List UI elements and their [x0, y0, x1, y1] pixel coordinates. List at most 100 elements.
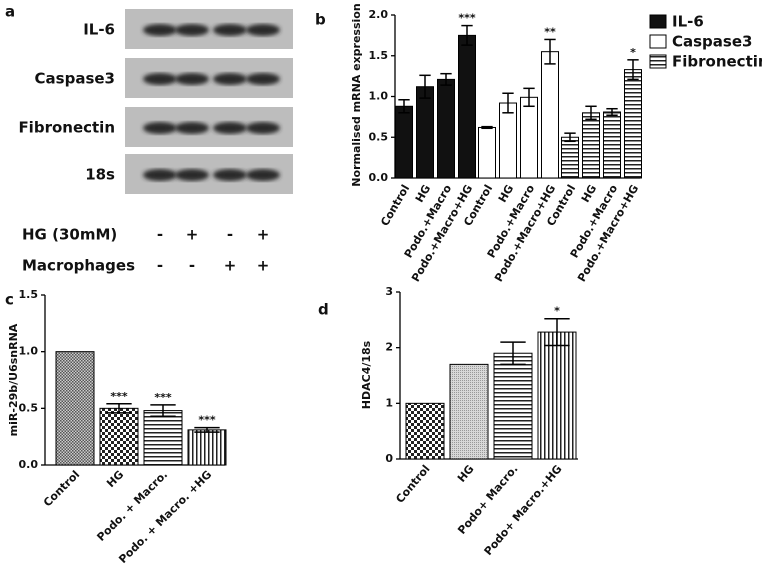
- bar: [395, 105, 413, 179]
- y-tick-label: 1: [385, 396, 393, 409]
- y-axis-label: miR-29b/U6snRNA: [7, 323, 20, 436]
- panel-letter: d: [318, 301, 329, 319]
- blot-band: [175, 73, 209, 85]
- error-bar: [585, 105, 597, 121]
- y-tick-label: 0.5: [19, 401, 39, 414]
- significance: ***: [154, 391, 172, 404]
- condition-sign: -: [157, 226, 163, 244]
- blot-band: [213, 73, 247, 85]
- blot-band: [246, 73, 280, 85]
- y-tick-label: 0: [385, 452, 393, 465]
- blot-band: [246, 24, 280, 36]
- x-tick-label: HG: [104, 468, 126, 490]
- error-bar: [500, 341, 526, 366]
- error-bar: [194, 426, 220, 433]
- error-bar: [564, 132, 576, 143]
- condition-sign: -: [189, 257, 195, 275]
- x-tick-label: Podo. + Macro. +HG: [116, 468, 214, 566]
- error-bar: [150, 404, 176, 418]
- error-bar: [481, 125, 493, 130]
- y-tick-label: 3: [385, 285, 393, 298]
- error-bar: [106, 403, 132, 414]
- y-tick-label: 0.0: [19, 458, 39, 471]
- significance: **: [544, 25, 556, 38]
- bar: [405, 402, 445, 460]
- x-tick-label: Control: [378, 183, 412, 229]
- western-blot: [125, 9, 293, 194]
- condition-sign: +: [224, 257, 237, 275]
- x-tick-label: HG: [579, 183, 599, 205]
- x-tick-label: Control: [393, 463, 432, 506]
- panel-letter: c: [5, 291, 14, 309]
- condition-label: Macrophages: [22, 257, 135, 275]
- condition-label: HG (30mM): [22, 226, 117, 244]
- legend-label: Fibronectin: [672, 53, 762, 71]
- bar: [437, 78, 455, 179]
- legend-swatch: [649, 54, 667, 69]
- error-bar: [502, 92, 514, 114]
- bar: [493, 352, 533, 460]
- legend-swatch: [649, 14, 667, 29]
- panel-letter: a: [5, 3, 15, 21]
- y-tick-label: 2.0: [369, 8, 389, 21]
- condition-sign: -: [227, 226, 233, 244]
- condition-sign: +: [257, 257, 270, 275]
- y-tick-label: 1.0: [19, 345, 39, 358]
- error-bar: [461, 24, 473, 46]
- x-tick-label: HG: [496, 183, 516, 205]
- blot-band: [143, 122, 177, 134]
- y-tick-label: 2: [385, 341, 393, 354]
- bar: [416, 86, 434, 179]
- y-tick-label: 1.5: [19, 288, 39, 301]
- blot-band: [213, 169, 247, 181]
- significance: *: [630, 46, 636, 59]
- blot-band: [175, 24, 209, 36]
- bar: [478, 126, 496, 179]
- error-bar: [398, 99, 410, 114]
- blot-band: [246, 169, 280, 181]
- error-bar: [523, 87, 535, 108]
- blot-band: [175, 169, 209, 181]
- y-tick-label: 0.0: [369, 171, 389, 184]
- bar: [603, 111, 621, 179]
- error-bar: [627, 59, 639, 81]
- blot-row-label: IL-6: [83, 21, 115, 39]
- bar: [143, 410, 183, 466]
- condition-sign: +: [257, 226, 270, 244]
- y-tick-label: 1.5: [369, 49, 389, 62]
- y-axis-label: Normalised mRNA expression: [350, 3, 363, 186]
- x-tick-label: Podo+ Macro.+HG: [482, 463, 565, 558]
- y-tick-label: 0.5: [369, 130, 389, 143]
- bar: [624, 69, 642, 179]
- x-tick-label: HG: [455, 463, 477, 485]
- bar: [520, 96, 538, 179]
- x-tick-label: HG: [413, 183, 433, 205]
- y-tick-label: 1.0: [369, 90, 389, 103]
- bar: [449, 363, 489, 460]
- bar: [99, 407, 139, 466]
- bar: [458, 34, 476, 179]
- bar: [582, 112, 600, 179]
- error-bar: [419, 74, 431, 99]
- y-axis-label: HDAC4/18s: [360, 340, 373, 409]
- bar: [499, 102, 517, 179]
- significance: ***: [458, 12, 476, 25]
- bar: [561, 136, 579, 179]
- significance: ***: [198, 414, 216, 427]
- error-bar: [440, 72, 452, 86]
- blot-band: [175, 122, 209, 134]
- blot-band: [143, 169, 177, 181]
- condition-sign: +: [186, 226, 199, 244]
- significance: ***: [110, 390, 128, 403]
- bar: [55, 351, 95, 466]
- error-bar: [606, 107, 618, 116]
- blot-band: [213, 24, 247, 36]
- bar: [541, 51, 559, 179]
- error-bar: [544, 38, 556, 65]
- legend-label: Caspase3: [672, 33, 752, 51]
- x-tick-label: Control: [41, 468, 82, 509]
- significance: *: [554, 305, 560, 318]
- panel-letter: b: [315, 11, 326, 29]
- blot-row-label: Fibronectin: [18, 119, 115, 137]
